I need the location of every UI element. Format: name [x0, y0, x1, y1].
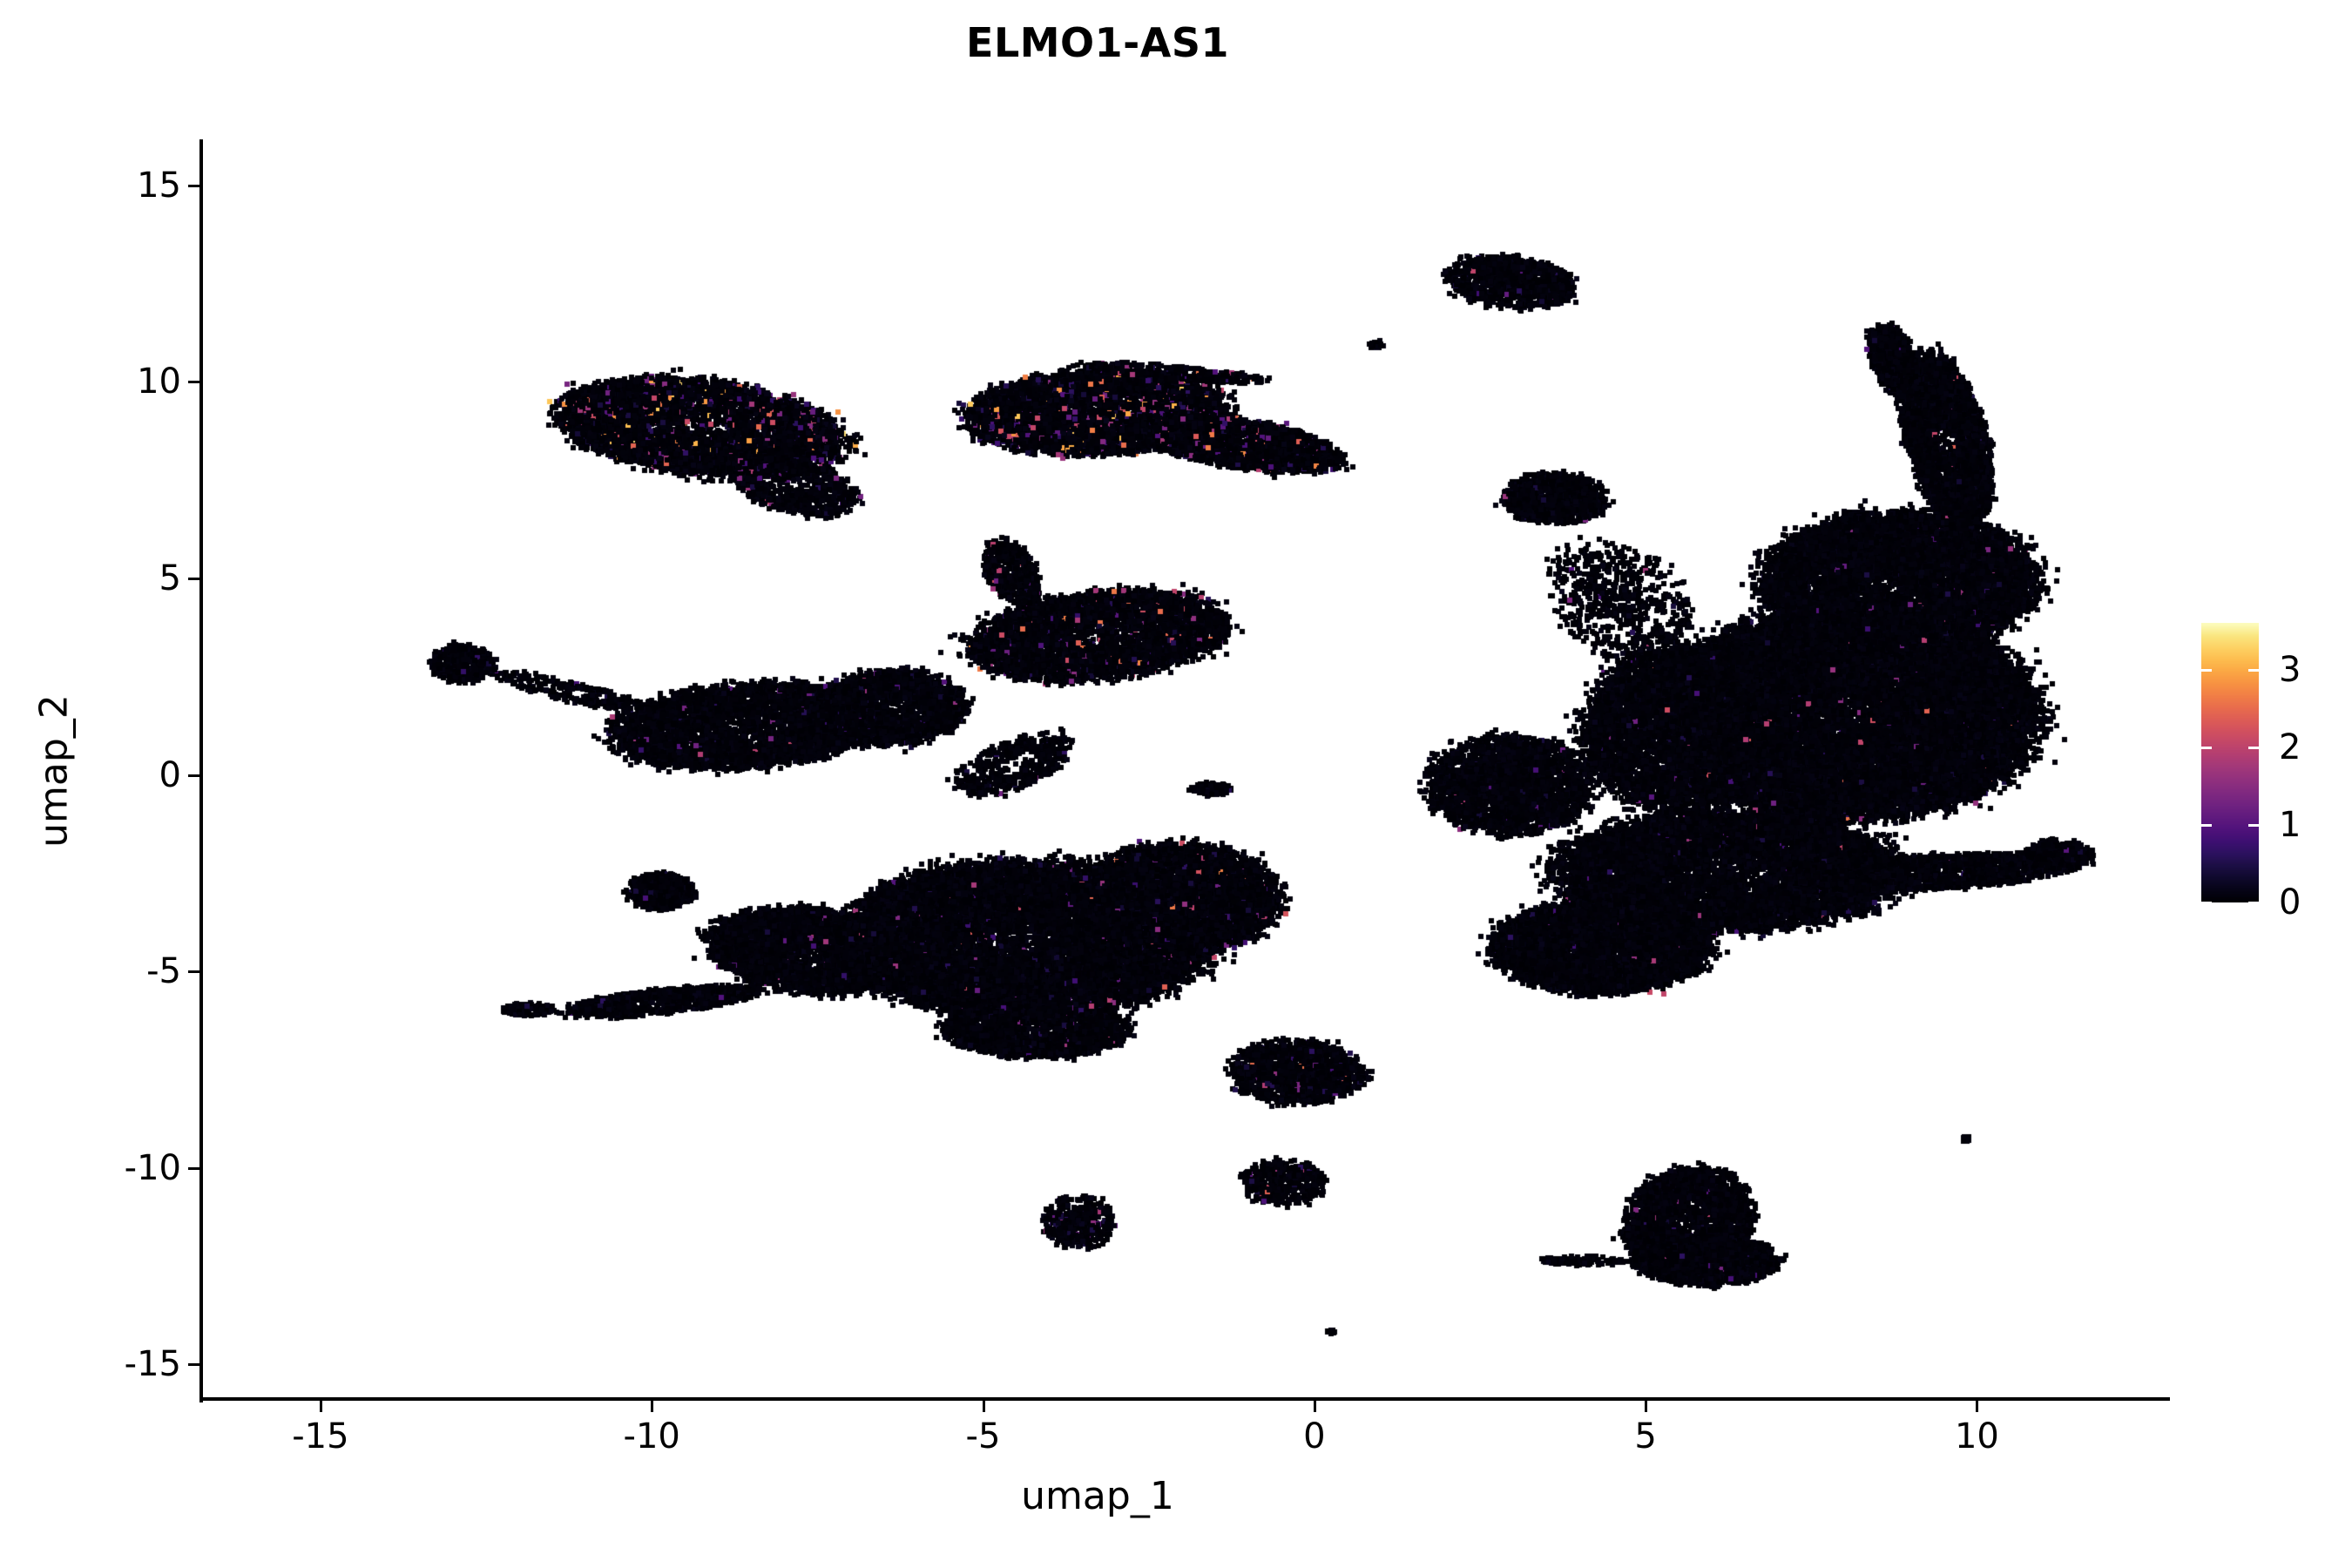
colorbar-tick-mark — [2201, 668, 2212, 672]
y-axis-spine — [199, 139, 203, 1402]
colorbar-tick-mark — [2201, 746, 2212, 749]
x-tick-mark — [1645, 1401, 1648, 1412]
x-tick-label: 10 — [1954, 1416, 1999, 1456]
colorbar-tick-label: 1 — [2279, 804, 2301, 845]
x-tick-mark — [651, 1401, 654, 1412]
colorbar-tick-label: 0 — [2279, 882, 2301, 923]
y-tick-label: -10 — [124, 1147, 181, 1188]
x-tick-label: -15 — [292, 1416, 349, 1456]
colorbar-gradient — [2201, 623, 2259, 902]
x-axis-label: umap_1 — [1021, 1474, 1174, 1518]
colorbar-tick-mark — [2201, 902, 2212, 904]
y-tick-mark — [188, 1166, 199, 1170]
y-tick-label: 15 — [137, 165, 181, 206]
y-tick-mark — [188, 1363, 199, 1367]
x-tick-label: -5 — [965, 1416, 1001, 1456]
colorbar-tick-mark — [2248, 668, 2259, 672]
colorbar-tick-mark — [2248, 823, 2259, 827]
x-tick-mark — [982, 1401, 985, 1412]
x-tick-mark — [1976, 1401, 1979, 1412]
y-tick-label: -5 — [146, 951, 181, 992]
x-tick-label: 0 — [1303, 1416, 1326, 1456]
x-axis-spine — [199, 1397, 2170, 1401]
y-axis-label: umap_2 — [31, 694, 77, 848]
x-tick-mark — [1313, 1401, 1316, 1412]
y-tick-mark — [188, 184, 199, 187]
y-tick-label: 0 — [159, 754, 181, 795]
x-tick-mark — [319, 1401, 322, 1412]
y-tick-mark — [188, 577, 199, 580]
y-tick-mark — [188, 774, 199, 777]
colorbar-tick-mark — [2201, 823, 2212, 827]
y-tick-label: 10 — [137, 362, 181, 402]
y-tick-mark — [188, 381, 199, 384]
x-tick-label: -10 — [623, 1416, 680, 1456]
x-tick-label: 5 — [1634, 1416, 1657, 1456]
colorbar-tick-label: 2 — [2279, 727, 2301, 767]
colorbar-tick-mark — [2248, 902, 2259, 904]
colorbar-tick-mark — [2248, 746, 2259, 749]
y-tick-mark — [188, 970, 199, 974]
y-tick-label: 5 — [159, 558, 181, 598]
page-title: ELMO1-AS1 — [966, 19, 1229, 66]
colorbar-tick-label: 3 — [2279, 649, 2301, 690]
y-tick-label: -15 — [124, 1344, 181, 1385]
